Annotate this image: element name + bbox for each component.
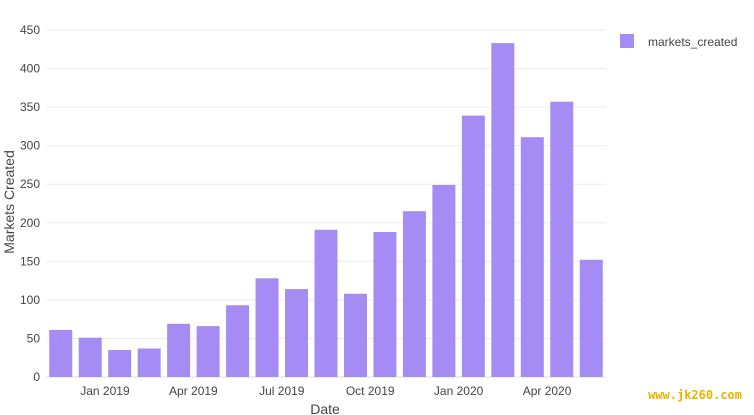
y-tick-label: 150 [20,254,40,268]
bar-2019-01[interactable] [108,350,132,377]
bar-2019-08[interactable] [314,229,338,377]
bar-2018-12[interactable] [78,337,102,377]
x-axis-title: Date [310,401,340,415]
bar-2020-05[interactable] [579,259,603,377]
x-tick-label: Jul 2019 [259,384,305,398]
y-tick-label: 300 [20,139,40,153]
bar-2020-01[interactable] [461,115,485,378]
x-tick-label: Jan 2019 [80,384,130,398]
bar-2019-02[interactable] [137,348,161,377]
bar-2019-06[interactable] [255,278,279,377]
bar-2020-04[interactable] [550,101,574,378]
bar-2019-05[interactable] [226,305,250,377]
y-tick-label: 100 [20,293,40,307]
bar-2019-09[interactable] [343,293,367,377]
y-axis-ticks: 0 50 100 150 200 250 300 350 400 450 [20,23,40,384]
y-tick-label: 450 [20,23,40,37]
bar-2020-02[interactable] [491,43,515,378]
bar-2018-11[interactable] [49,329,73,377]
bar-2019-04[interactable] [196,326,220,377]
bar-2019-07[interactable] [285,289,309,377]
y-tick-label: 50 [27,331,41,345]
legend-swatch-markets-created [620,34,634,48]
bar-2019-03[interactable] [167,323,191,377]
x-axis-ticks: Jan 2019 Apr 2019 Jul 2019 Oct 2019 Jan 2020… [80,384,571,398]
legend-label-markets-created: markets_created [648,35,737,49]
x-tick-label: Apr 2020 [523,384,572,398]
bars [49,43,603,378]
bar-2019-10[interactable] [373,232,397,377]
legend[interactable]: markets_created [620,34,737,49]
y-tick-label: 0 [33,370,40,384]
y-tick-label: 400 [20,62,40,76]
y-tick-label: 200 [20,216,40,230]
x-tick-label: Apr 2019 [169,384,218,398]
x-tick-label: Jan 2020 [434,384,484,398]
bar-2020-03[interactable] [520,137,544,377]
watermark-text: www.jk260.com [648,388,742,402]
y-axis-title: Markets Created [1,150,17,253]
bar-2019-12[interactable] [432,184,456,377]
bar-2019-11[interactable] [402,211,426,377]
x-tick-label: Oct 2019 [346,384,395,398]
y-tick-label: 250 [20,177,40,191]
y-tick-label: 350 [20,100,40,114]
